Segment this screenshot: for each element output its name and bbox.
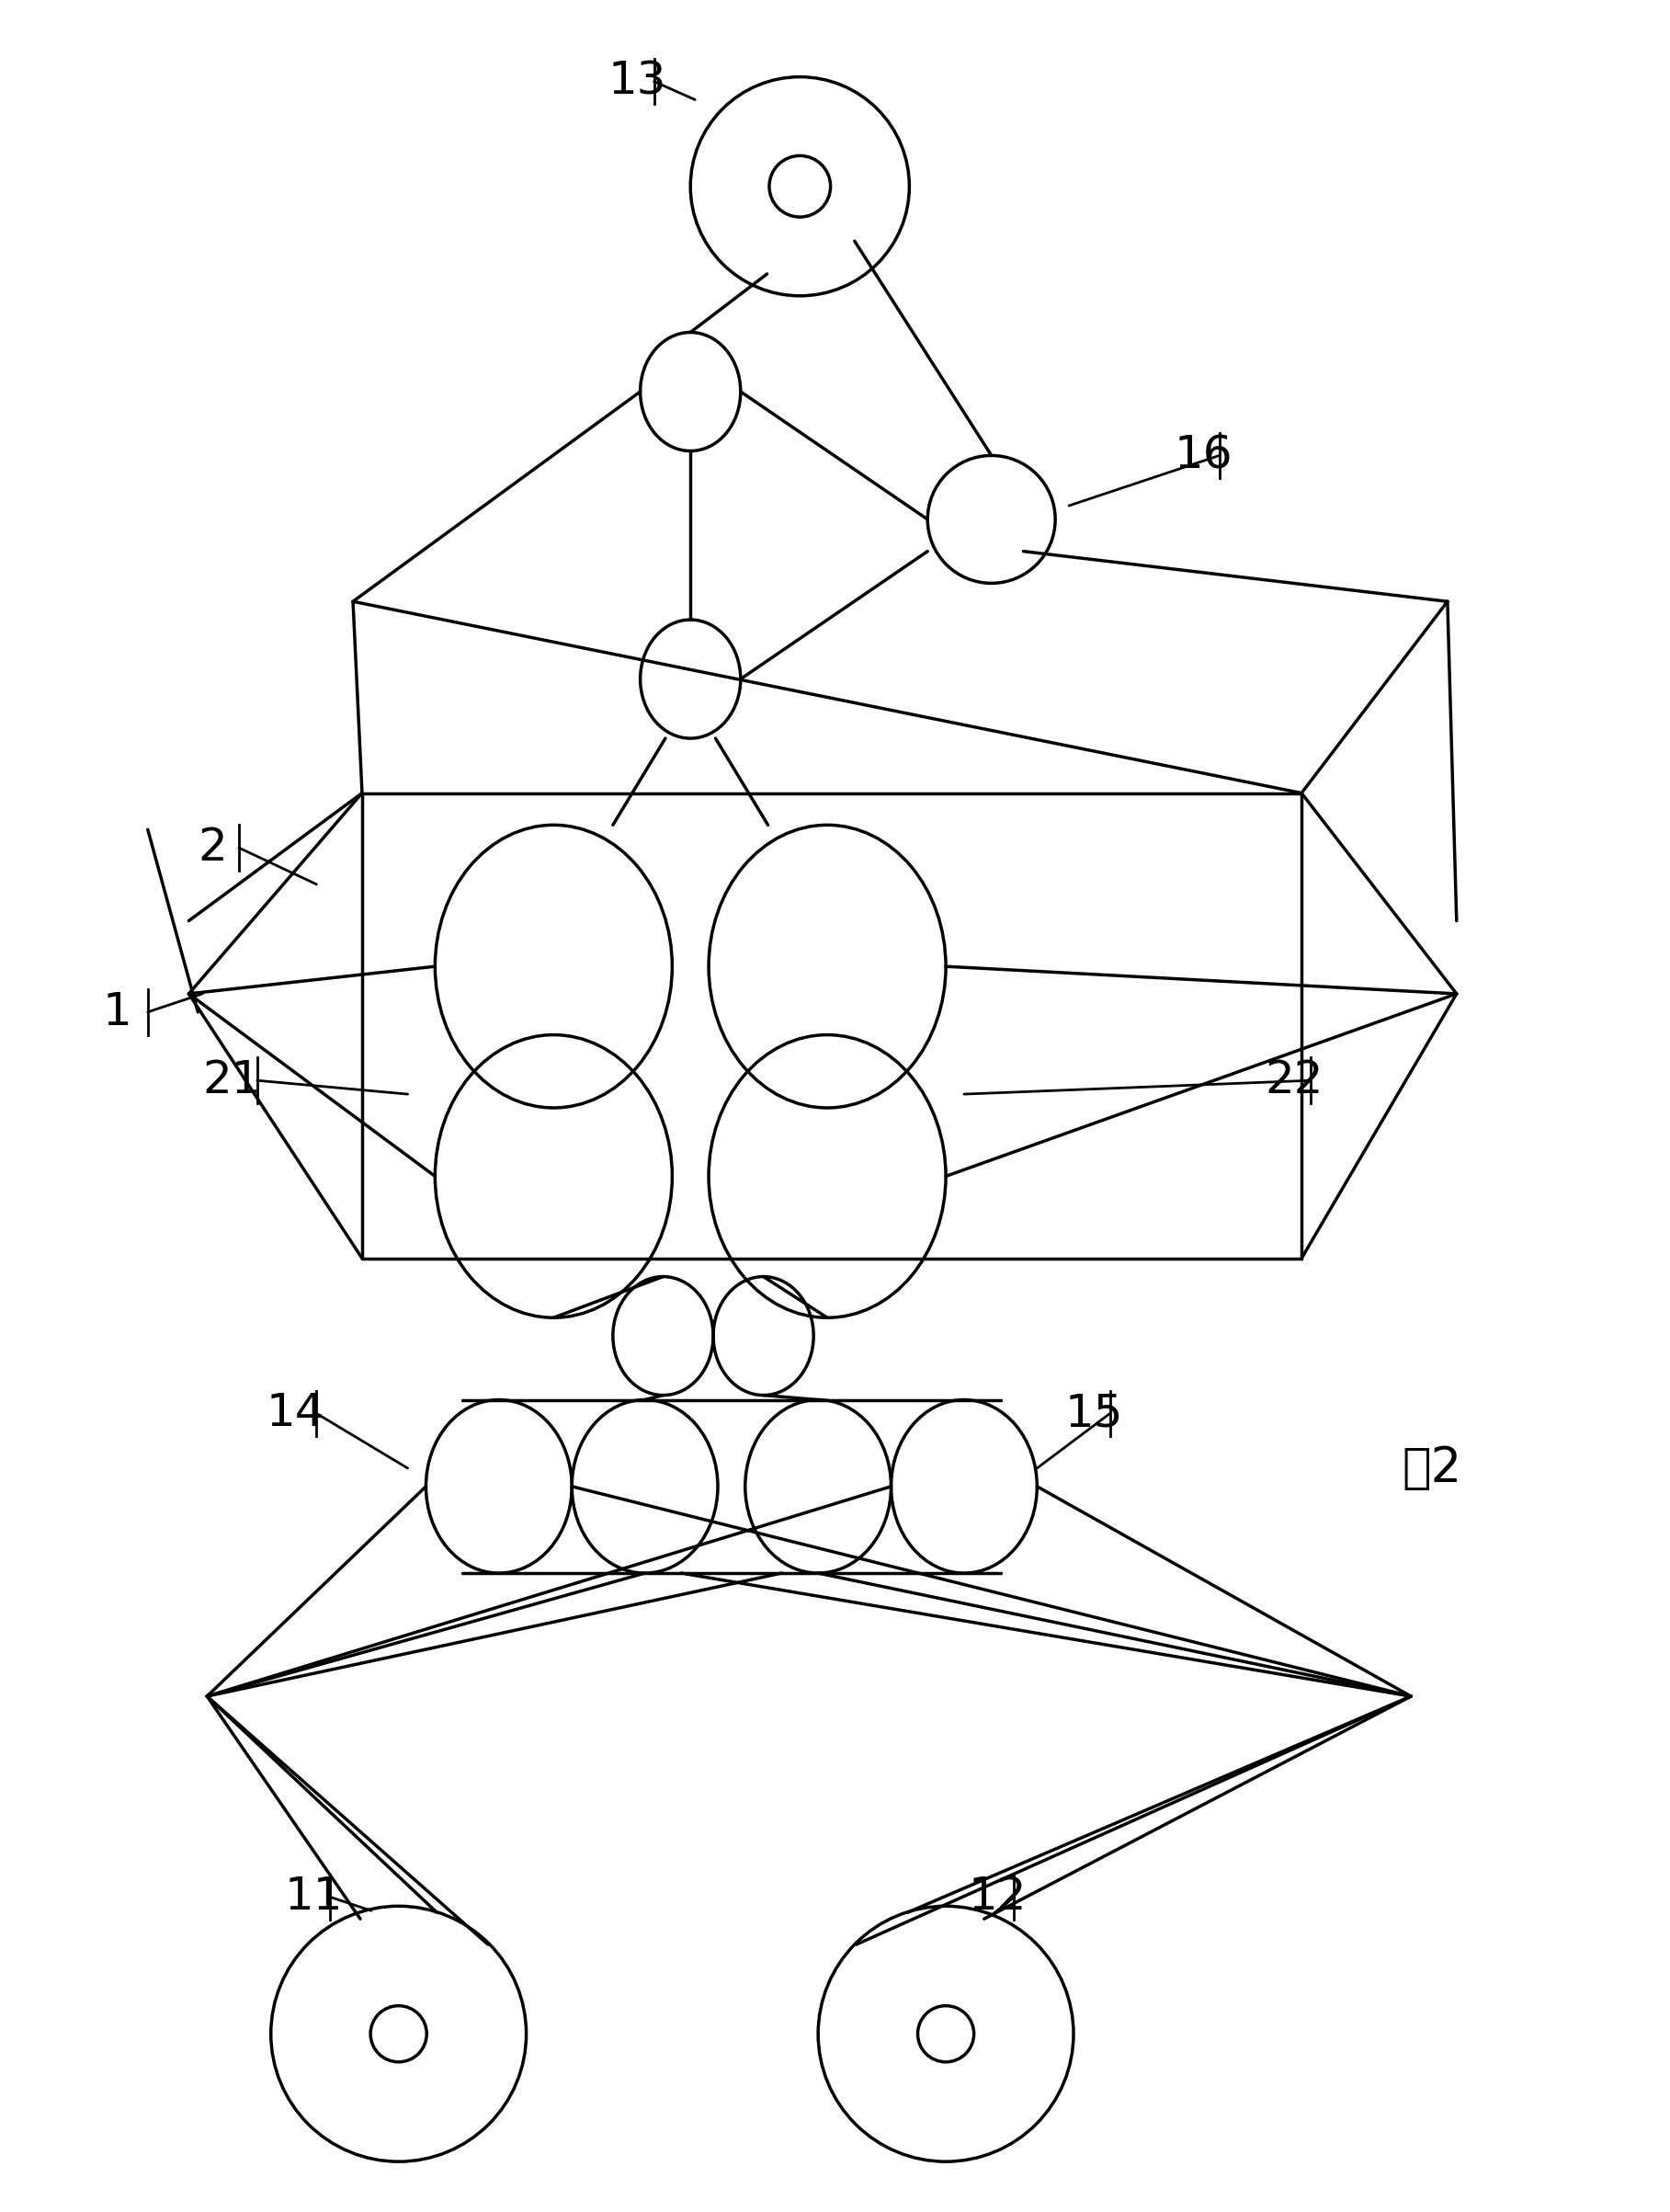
Text: 22: 22 — [1266, 1057, 1323, 1102]
Text: 15: 15 — [1064, 1391, 1122, 1436]
Text: 16: 16 — [1174, 434, 1232, 478]
Text: 14: 14 — [266, 1391, 324, 1436]
Text: 13: 13 — [608, 60, 666, 104]
Text: 2: 2 — [199, 825, 227, 869]
Text: 12: 12 — [969, 1876, 1027, 1920]
Text: 图2: 图2 — [1401, 1444, 1461, 1493]
Text: 21: 21 — [202, 1057, 261, 1102]
Text: 11: 11 — [284, 1876, 342, 1920]
Text: 1: 1 — [102, 991, 132, 1033]
